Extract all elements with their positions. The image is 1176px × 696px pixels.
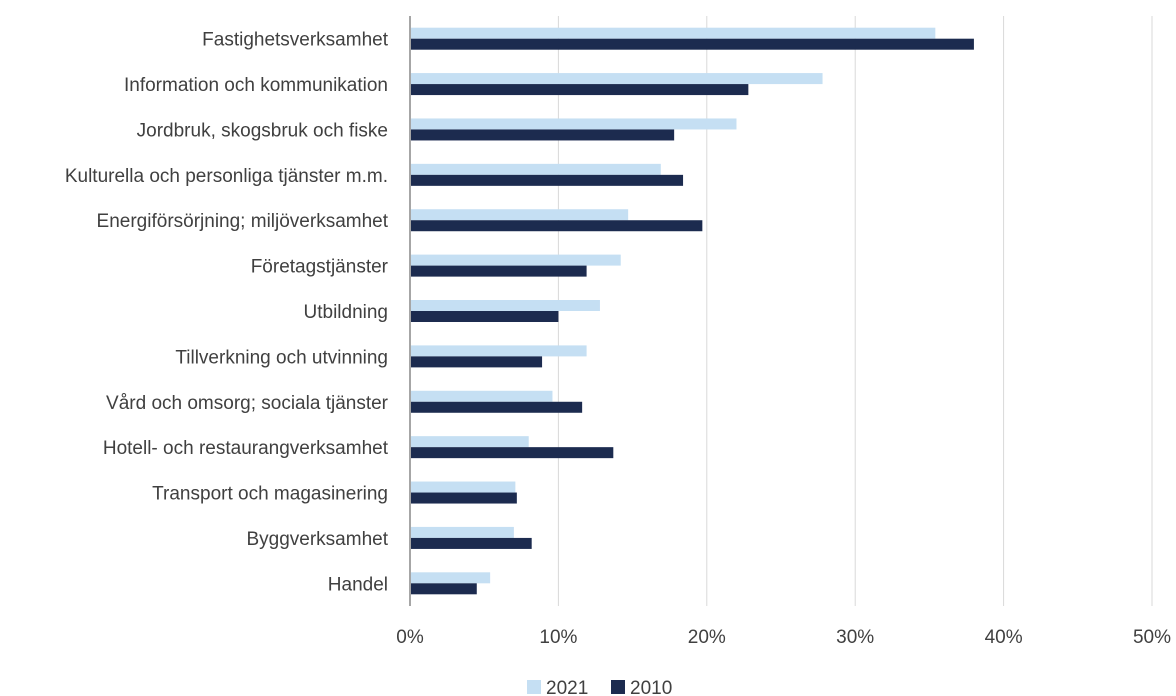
- legend-label-2010: 2010: [630, 678, 672, 696]
- bar-2010: [410, 38, 974, 50]
- bars: [410, 27, 974, 595]
- bar-2021: [410, 481, 516, 493]
- x-tick-label: 50%: [1133, 627, 1171, 648]
- bar-2021: [410, 27, 936, 39]
- bar-2010: [410, 84, 749, 96]
- legend: 2021 2010: [527, 678, 672, 696]
- bar-2021: [410, 254, 621, 266]
- category-labels: Fastighetsverksamhet Information och komm…: [65, 30, 389, 596]
- bar-2010: [410, 401, 583, 413]
- bar-2010: [410, 492, 517, 504]
- legend-swatch-2010: [611, 680, 625, 694]
- bar-2010: [410, 583, 477, 595]
- bar-2021: [410, 118, 737, 130]
- bar-2010: [410, 220, 703, 232]
- bar-2010: [410, 356, 543, 368]
- category-label: Fastighetsverksamhet: [202, 30, 389, 51]
- gridlines: [557, 16, 1153, 606]
- x-tick-label: 30%: [836, 627, 874, 648]
- bar-2021: [410, 73, 823, 85]
- bar-2021: [410, 345, 587, 357]
- x-tick-label: 20%: [688, 627, 726, 648]
- x-tick-labels: 0% 10% 20% 30% 40% 50%: [396, 627, 1171, 648]
- bar-2010: [410, 265, 587, 277]
- category-label: Utbildning: [304, 302, 389, 323]
- x-tick-label: 40%: [985, 627, 1023, 648]
- x-tick-label: 0%: [396, 627, 424, 648]
- category-label: Företagstjänster: [251, 257, 389, 278]
- bar-2021: [410, 526, 514, 538]
- category-label: Information och kommunikation: [124, 75, 388, 96]
- bar-2021: [410, 209, 629, 221]
- category-label: Hotell- och restaurangverksamhet: [103, 438, 389, 459]
- bar-2010: [410, 174, 684, 186]
- category-label: Energiförsörjning; miljöverksamhet: [97, 211, 389, 232]
- category-label: Handel: [328, 574, 388, 595]
- category-label: Kulturella och personliga tjänster m.m.: [65, 166, 388, 187]
- bar-2021: [410, 390, 553, 402]
- category-label: Transport och magasinering: [152, 484, 388, 505]
- bar-2010: [410, 537, 532, 549]
- legend-label-2021: 2021: [546, 678, 588, 696]
- category-label: Jordbruk, skogsbruk och fiske: [137, 120, 388, 141]
- category-label: Tillverkning och utvinning: [175, 347, 388, 368]
- bar-2010: [410, 129, 675, 141]
- bar-2021: [410, 163, 661, 175]
- category-label: Vård och omsorg; sociala tjänster: [106, 393, 389, 414]
- category-label: Byggverksamhet: [246, 529, 388, 550]
- x-tick-label: 10%: [539, 627, 577, 648]
- bar-2021: [410, 300, 600, 311]
- bar-2021: [410, 436, 529, 448]
- bar-2021: [410, 572, 491, 584]
- legend-swatch-2021: [527, 680, 541, 694]
- bar-2010: [410, 447, 614, 459]
- bar-2010: [410, 311, 559, 322]
